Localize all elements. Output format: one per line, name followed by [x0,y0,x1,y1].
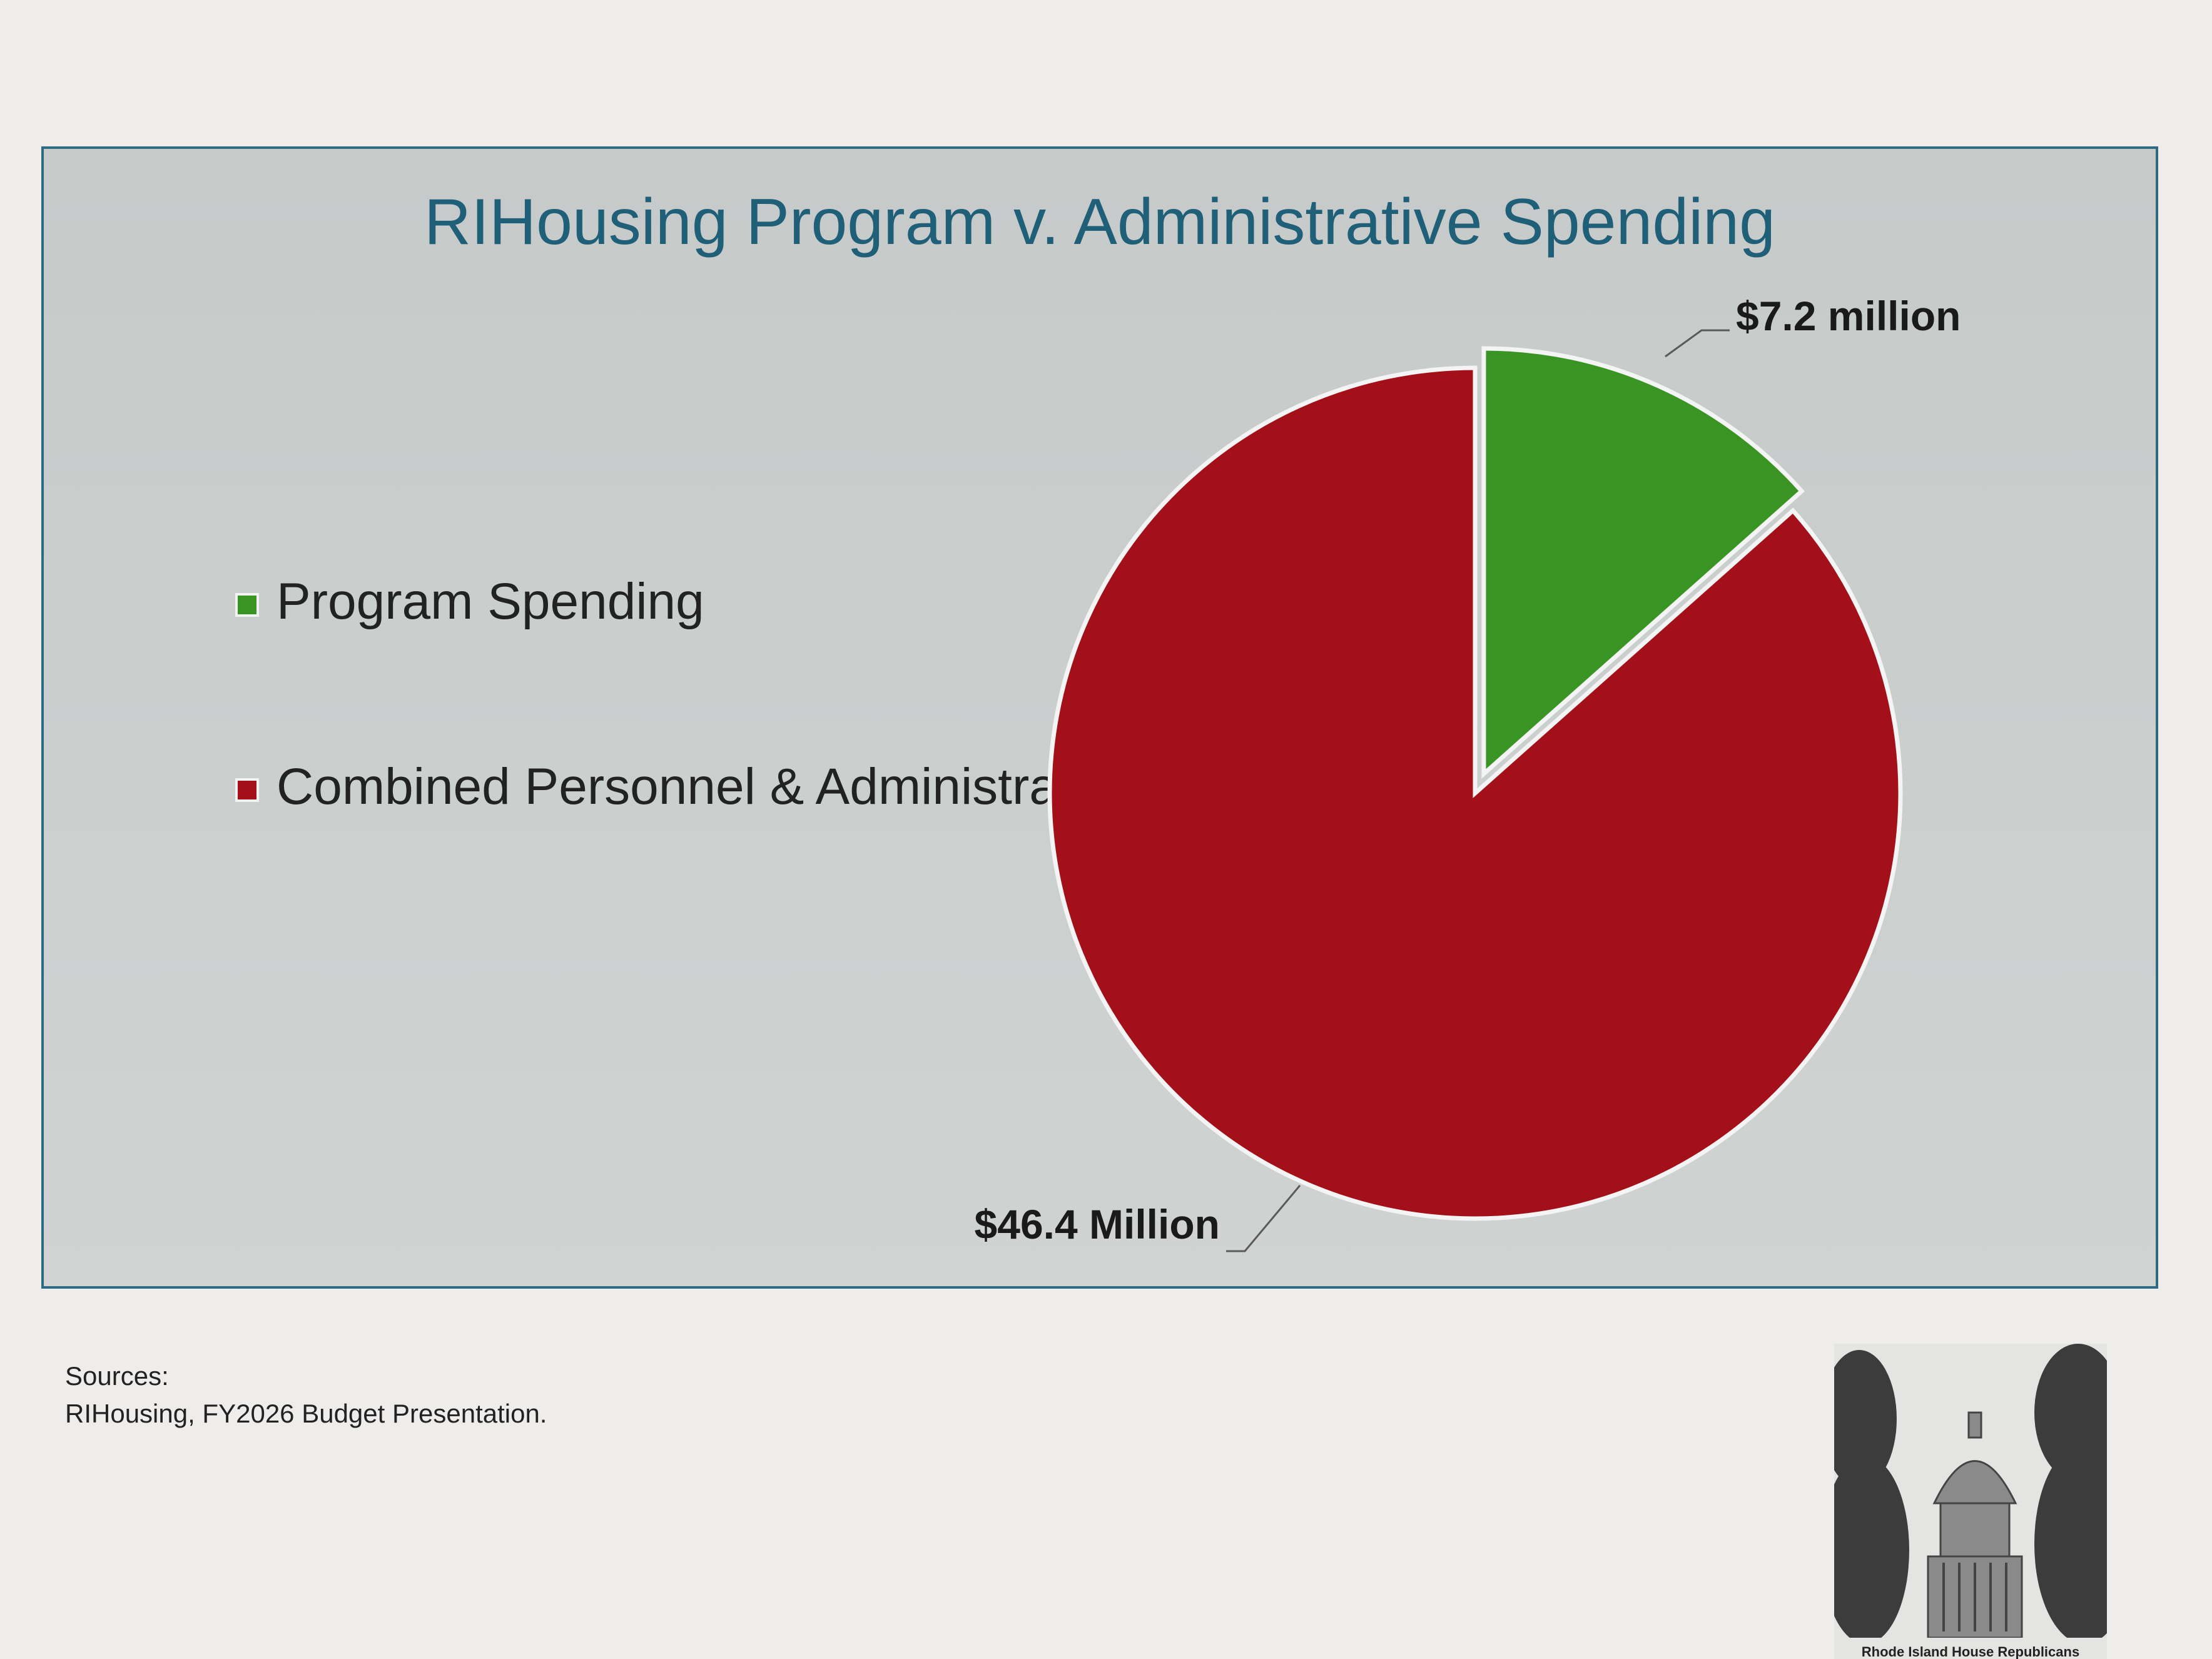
pie-slice-program [1481,346,1805,779]
chart-title: RIHousing Program v. Administrative Spen… [424,186,1775,258]
sources-text: RIHousing, FY2026 Budget Presentation. [65,1399,547,1428]
pie-slice-admin [1047,365,1903,1221]
data-label-admin: $46.4 Million [975,1201,1220,1247]
leader-line-program [1665,329,1730,358]
sources-note: Sources: RIHousing, FY2026 Budget Presen… [65,1357,547,1433]
data-label-program: $7.2 million [1736,293,1961,339]
legend-item-program: Program Spending [235,572,1369,632]
legend-swatch-admin [235,778,259,802]
sources-heading: Sources: [65,1361,169,1391]
logo-text: Rhode Island House Republicans [1862,1644,2079,1659]
leader-line-admin [1226,1185,1301,1252]
capitol-dome-logo: Rhode Island House Republicans [1834,1344,2107,1659]
legend-label-program: Program Spending [276,573,704,630]
legend-swatch-program [235,593,259,617]
